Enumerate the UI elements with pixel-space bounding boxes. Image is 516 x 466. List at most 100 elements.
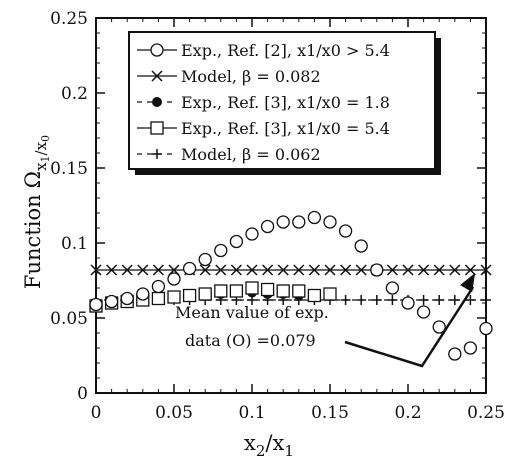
- y-tick-label: 0.25: [50, 9, 88, 29]
- data-point: [480, 264, 492, 276]
- data-point: [432, 320, 446, 334]
- data-point: [104, 294, 119, 309]
- data-point: [121, 264, 133, 276]
- x-axis-label: x2/x1: [244, 431, 294, 460]
- data-point: [292, 284, 306, 298]
- annotation-arrow: [344, 286, 475, 368]
- series-3: [89, 281, 337, 313]
- data-point: [323, 215, 337, 229]
- data-point: [167, 272, 181, 286]
- legend-marker: [151, 70, 163, 82]
- data-point: [401, 296, 415, 310]
- data-point: [340, 264, 352, 276]
- tick-labels: 0 0.05 0.1 0.15 0.2 0.25 0 0.05 0.1 0.15 0.2 0.25: [50, 9, 505, 423]
- data-point: [276, 284, 290, 298]
- data-point: [323, 287, 337, 301]
- data-point: [386, 264, 398, 276]
- data-point: [463, 341, 478, 355]
- data-point: [371, 295, 382, 305]
- y-tick-label: 0.1: [61, 234, 88, 254]
- data-point: [136, 287, 150, 301]
- legend-marker: [152, 149, 162, 159]
- legend-box: [128, 31, 436, 170]
- data-point: [182, 288, 197, 303]
- data-point: [245, 281, 259, 295]
- data-point: [402, 264, 414, 276]
- y-tick-label: 0: [77, 384, 88, 404]
- data-point: [89, 297, 103, 312]
- data-point: [277, 264, 289, 276]
- x-tick-label: 0.15: [311, 403, 349, 423]
- data-point: [215, 264, 227, 276]
- x-tick-label: 0.05: [155, 403, 193, 423]
- data-point: [245, 227, 259, 241]
- axis-ticks: [95, 17, 487, 394]
- data-point: [354, 239, 368, 253]
- data-point: [246, 264, 258, 276]
- data-point: [230, 264, 242, 276]
- legend-label: Exp., Ref. [2], x1/x0 > 5.4: [181, 41, 390, 60]
- data-point: [167, 290, 181, 304]
- annotation: Mean value of exp. data (O) =0.079: [175, 273, 476, 368]
- data-point: [307, 210, 322, 225]
- series-0: [89, 210, 493, 361]
- data-point: [151, 279, 166, 294]
- plot-frame: [95, 17, 487, 394]
- data-point: [198, 252, 212, 267]
- data-point: [433, 264, 445, 276]
- data-point: [151, 291, 166, 306]
- data-point: [464, 264, 476, 276]
- data-point: [418, 295, 429, 305]
- data-point: [418, 264, 430, 276]
- x-tick-label: 0.25: [467, 403, 505, 423]
- data-point: [370, 263, 384, 277]
- plot-border: [95, 17, 487, 394]
- data-point: [479, 321, 493, 336]
- y-axis-label: FunctionΩx1/x0: [21, 135, 52, 289]
- data-point: [106, 264, 118, 276]
- data-point: [260, 219, 275, 234]
- legend-marker: [150, 121, 164, 135]
- legend-label: Model, β = 0.082: [181, 67, 321, 86]
- data-point: [262, 264, 274, 276]
- y-tick-label: 0.15: [50, 159, 88, 179]
- legend-marker: [150, 43, 164, 57]
- data-point: [449, 295, 460, 305]
- data-point: [387, 295, 398, 305]
- data-point: [120, 291, 134, 306]
- data-point: [182, 261, 197, 276]
- data-point: [340, 295, 351, 305]
- annotation-line-2: data (O) =0.079: [185, 331, 316, 350]
- data-point: [293, 264, 305, 276]
- data-point: [276, 215, 290, 229]
- x-tick-label: 0.1: [238, 403, 265, 423]
- data-point: [198, 287, 212, 301]
- data-point: [199, 264, 211, 276]
- data-point: [152, 264, 164, 276]
- data-point: [449, 264, 461, 276]
- data-point: [338, 224, 353, 238]
- legend-label: Exp., Ref. [3], x1/x0 = 5.4: [181, 119, 390, 138]
- data-point: [308, 264, 320, 276]
- data-point: [481, 295, 491, 305]
- annotation-arrowhead: [460, 273, 476, 293]
- x-tick-label: 0.2: [394, 403, 421, 423]
- data-point: [385, 281, 400, 295]
- legend-marker: [152, 97, 162, 107]
- data-point: [355, 264, 367, 276]
- data-point: [465, 295, 476, 305]
- series-1: [90, 264, 492, 276]
- legend-label: Model, β = 0.062: [181, 145, 321, 164]
- data-point: [324, 264, 336, 276]
- legend: Exp., Ref. [2], x1/x0 > 5.4 Model, β = 0.…: [128, 31, 441, 175]
- y-tick-label: 0.05: [50, 309, 88, 329]
- data-point: [448, 347, 462, 361]
- data-point: [260, 282, 275, 297]
- data-point: [434, 295, 445, 305]
- data-point: [307, 288, 322, 303]
- data-point: [356, 295, 367, 305]
- data-point: [416, 305, 431, 319]
- data-point: [292, 215, 306, 229]
- data-point: [214, 284, 228, 298]
